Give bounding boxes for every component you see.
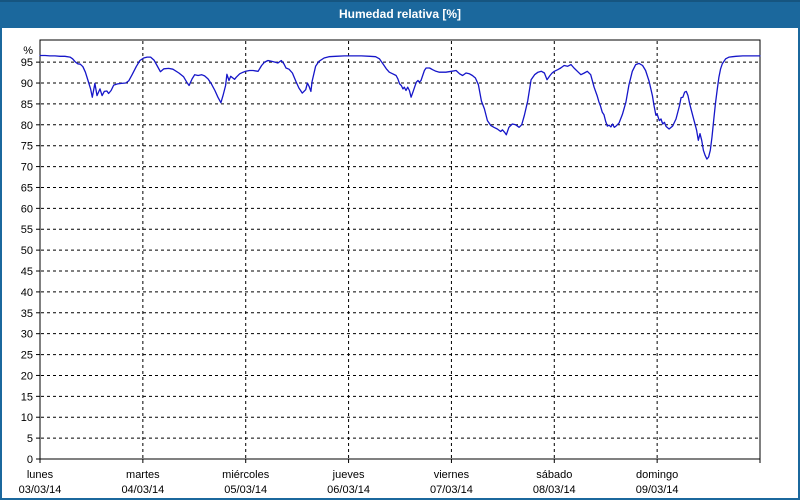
plot-border <box>39 39 761 460</box>
x-tick-day-label: martes <box>126 469 160 481</box>
x-tick-date-label: 08/03/14 <box>533 484 576 496</box>
x-tick-date-label: 06/03/14 <box>327 484 370 496</box>
y-tick-label: 40 <box>21 287 33 299</box>
x-tick-day-label: domingo <box>636 469 678 481</box>
axes <box>36 61 761 463</box>
y-tick-label: 90 <box>21 78 33 90</box>
humidity-line-series <box>39 54 761 160</box>
y-tick-label: 15 <box>21 391 33 403</box>
y-tick-label: 60 <box>21 203 33 215</box>
y-tick-label: 10 <box>21 412 33 424</box>
y-tick-label: 70 <box>21 162 33 174</box>
y-tick-label: 5 <box>27 433 33 445</box>
x-tick-date-label: 09/03/14 <box>636 484 679 496</box>
y-tick-label: 55 <box>21 224 33 236</box>
axis-labels: 0 5 10 15 20 25 30 35 40 45 50 55 60 65 70 75 80 85 90 95% l… <box>19 45 679 496</box>
x-tick-day-label: jueves <box>332 469 365 481</box>
title-bar: Humedad relativa [%] <box>0 0 800 28</box>
x-tick-date-label: 05/03/14 <box>224 484 267 496</box>
chart-title: Humedad relativa [%] <box>338 7 462 21</box>
x-tick-date-label: 04/03/14 <box>121 484 164 496</box>
y-tick-label: 45 <box>21 266 33 278</box>
x-tick-day-label: sábado <box>536 469 572 481</box>
x-tick-day-label: viernes <box>434 469 470 481</box>
y-tick-label: 0 <box>27 454 33 466</box>
y-tick-label: 25 <box>21 350 33 362</box>
y-tick-label: 65 <box>21 182 33 194</box>
y-tick-label: 75 <box>21 141 33 153</box>
y-tick-label: 30 <box>21 329 33 341</box>
y-tick-label: 50 <box>21 245 33 257</box>
x-tick-date-label: 07/03/14 <box>430 484 473 496</box>
y-axis-unit-label: % <box>23 45 33 57</box>
x-tick-date-label: 03/03/14 <box>19 484 62 496</box>
y-tick-label: 95 <box>21 57 33 69</box>
x-tick-day-label: lunes <box>27 469 54 481</box>
x-tick-day-label: miércoles <box>222 469 270 481</box>
y-tick-label: 35 <box>21 308 33 320</box>
y-tick-label: 85 <box>21 99 33 111</box>
y-tick-label: 20 <box>21 370 33 382</box>
y-tick-label: 80 <box>21 120 33 132</box>
